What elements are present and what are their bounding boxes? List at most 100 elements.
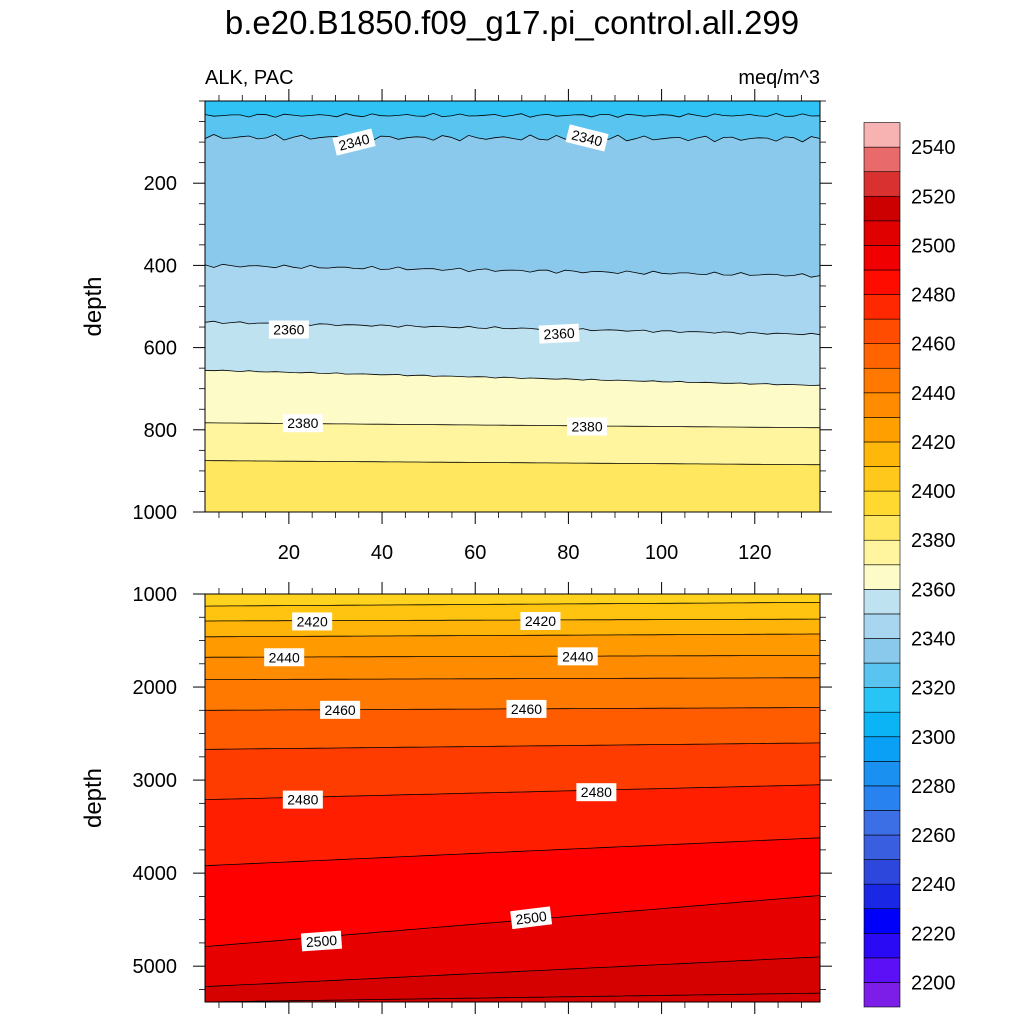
colorbar-box [863, 883, 901, 910]
contour-label-text: 2420 [297, 613, 328, 629]
contour-label-text: 2480 [287, 792, 318, 808]
y-tick-label: 4000 [133, 863, 178, 885]
colorbar-label: 2460 [911, 334, 956, 356]
colorbar-box [863, 195, 901, 222]
contour-label: 2340 [332, 128, 376, 156]
colorbar-box [863, 539, 901, 566]
y-tick-label: 3000 [133, 770, 178, 792]
colorbar-box [863, 736, 901, 762]
lower-panel: 2420 2420 2440 2440 2460 2460 2480 2480 2500 2500… [80, 582, 832, 1014]
plot-area: 2340 2340 2360 2360 2380 2380 [205, 101, 820, 512]
colorbar-box [863, 318, 901, 344]
contour-line-2510 [205, 956, 820, 987]
contour-label: 2420 [292, 612, 333, 631]
colorbar-box [863, 859, 901, 885]
colorbar-label: 2260 [911, 825, 956, 847]
colorbar-box [863, 515, 901, 541]
contour-label-text: 2500 [305, 932, 337, 950]
contour-label-text: 2360 [273, 322, 304, 338]
colorbar-label: 2240 [911, 874, 956, 896]
contour-label: 2460 [320, 700, 361, 719]
x-tick-label: 120 [738, 542, 771, 564]
y-tick-label: 800 [144, 420, 177, 442]
colorbar-box [863, 810, 901, 836]
colorbar-box [863, 638, 901, 664]
fill-band-2400 [205, 460, 820, 512]
x-tick-label: 20 [278, 542, 300, 564]
contour-label-text: 2420 [525, 613, 556, 629]
colorbar-box [863, 441, 901, 467]
colorbar-box [863, 343, 901, 369]
contour-label: 2480 [282, 790, 323, 809]
contour-label-text: 2380 [287, 415, 318, 431]
colorbar-label: 2280 [911, 776, 956, 798]
contour-label: 2500 [300, 930, 343, 952]
colorbar-box [863, 417, 901, 443]
y-tick-label: 1000 [133, 502, 178, 524]
colorbar-label: 2300 [911, 727, 956, 749]
colorbar-box [863, 146, 901, 173]
plot-area: 2420 2420 2440 2440 2460 2460 2480 2480 2500 2500 [205, 594, 820, 1002]
contour-label-text: 2440 [269, 649, 300, 665]
colorbar-box [863, 245, 901, 271]
contour-label-text: 2340 [570, 126, 604, 149]
contour-label: 2420 [520, 611, 561, 630]
upper-panel: 2340 2340 2360 2360 2380 2380 200 400 600 800 1000… [80, 89, 832, 564]
colorbar-label: 2500 [911, 235, 956, 257]
colorbar-box [863, 982, 901, 1008]
contour-label-text: 2460 [511, 701, 542, 717]
contour-label-text: 2440 [562, 648, 593, 664]
contour-label: 2440 [557, 647, 598, 666]
colorbar-label: 2340 [911, 628, 956, 650]
contour-line-2350 [205, 133, 820, 143]
colorbar: 2200 2220 2240 2260 2280 2300 2320 2340 2360 2380… [863, 122, 956, 1008]
x-tick-label: 80 [557, 542, 579, 564]
colorbar-box [863, 613, 901, 639]
contour-label: 2380 [567, 417, 608, 436]
contour-label: 2360 [268, 320, 309, 339]
colorbar-box [863, 466, 901, 492]
contour-label: 2500 [510, 906, 553, 930]
contour-label-text: 2380 [571, 419, 602, 435]
colorbar-box [863, 785, 901, 811]
y-tick-label: 5000 [133, 956, 178, 978]
contour-line-2430 [205, 633, 820, 638]
colorbar-label: 2440 [911, 383, 956, 405]
colorbar-label: 2220 [911, 923, 956, 945]
fill-band-2520 [205, 956, 820, 1002]
colorbar-box [863, 834, 901, 860]
colorbar-box [863, 220, 901, 246]
contour-line-2410 [205, 602, 820, 607]
contour-line-2380 [205, 369, 820, 386]
contour-line-2490 [205, 837, 820, 867]
colorbar-box [863, 490, 901, 516]
colorbar-box [863, 269, 901, 295]
contour-label: 2440 [264, 648, 305, 667]
colorbar-box [863, 564, 901, 590]
x-tick-label: 100 [645, 542, 678, 564]
y-tick-label: 200 [144, 173, 177, 195]
variable-label: ALK, PAC [205, 67, 294, 89]
colorbar-label: 2420 [911, 432, 956, 454]
contour-label-text: 2500 [515, 908, 548, 928]
contour-line-2400 [205, 460, 820, 466]
colorbar-label: 2400 [911, 481, 956, 503]
colorbar-box [863, 294, 901, 320]
colorbar-box [863, 662, 901, 688]
y-axis-label: depth [80, 276, 107, 336]
colorbar-box [863, 687, 901, 713]
colorbar-box [863, 171, 901, 197]
colorbar-box [863, 711, 901, 738]
x-tick-label: 60 [464, 542, 486, 564]
figure-title: b.e20.B1850.f09_g17.pi_control.all.299 [225, 4, 799, 41]
colorbar-label: 2200 [911, 972, 956, 994]
colorbar-box [863, 957, 901, 983]
contour-label: 2380 [282, 414, 323, 433]
colorbar-label: 2540 [911, 137, 956, 159]
contour-label-text: 2360 [543, 325, 575, 343]
colorbar-box [863, 392, 901, 418]
contour-line-2520 [205, 992, 820, 1002]
y-axis-label: depth [80, 768, 107, 828]
contour-label: 2340 [565, 124, 609, 152]
